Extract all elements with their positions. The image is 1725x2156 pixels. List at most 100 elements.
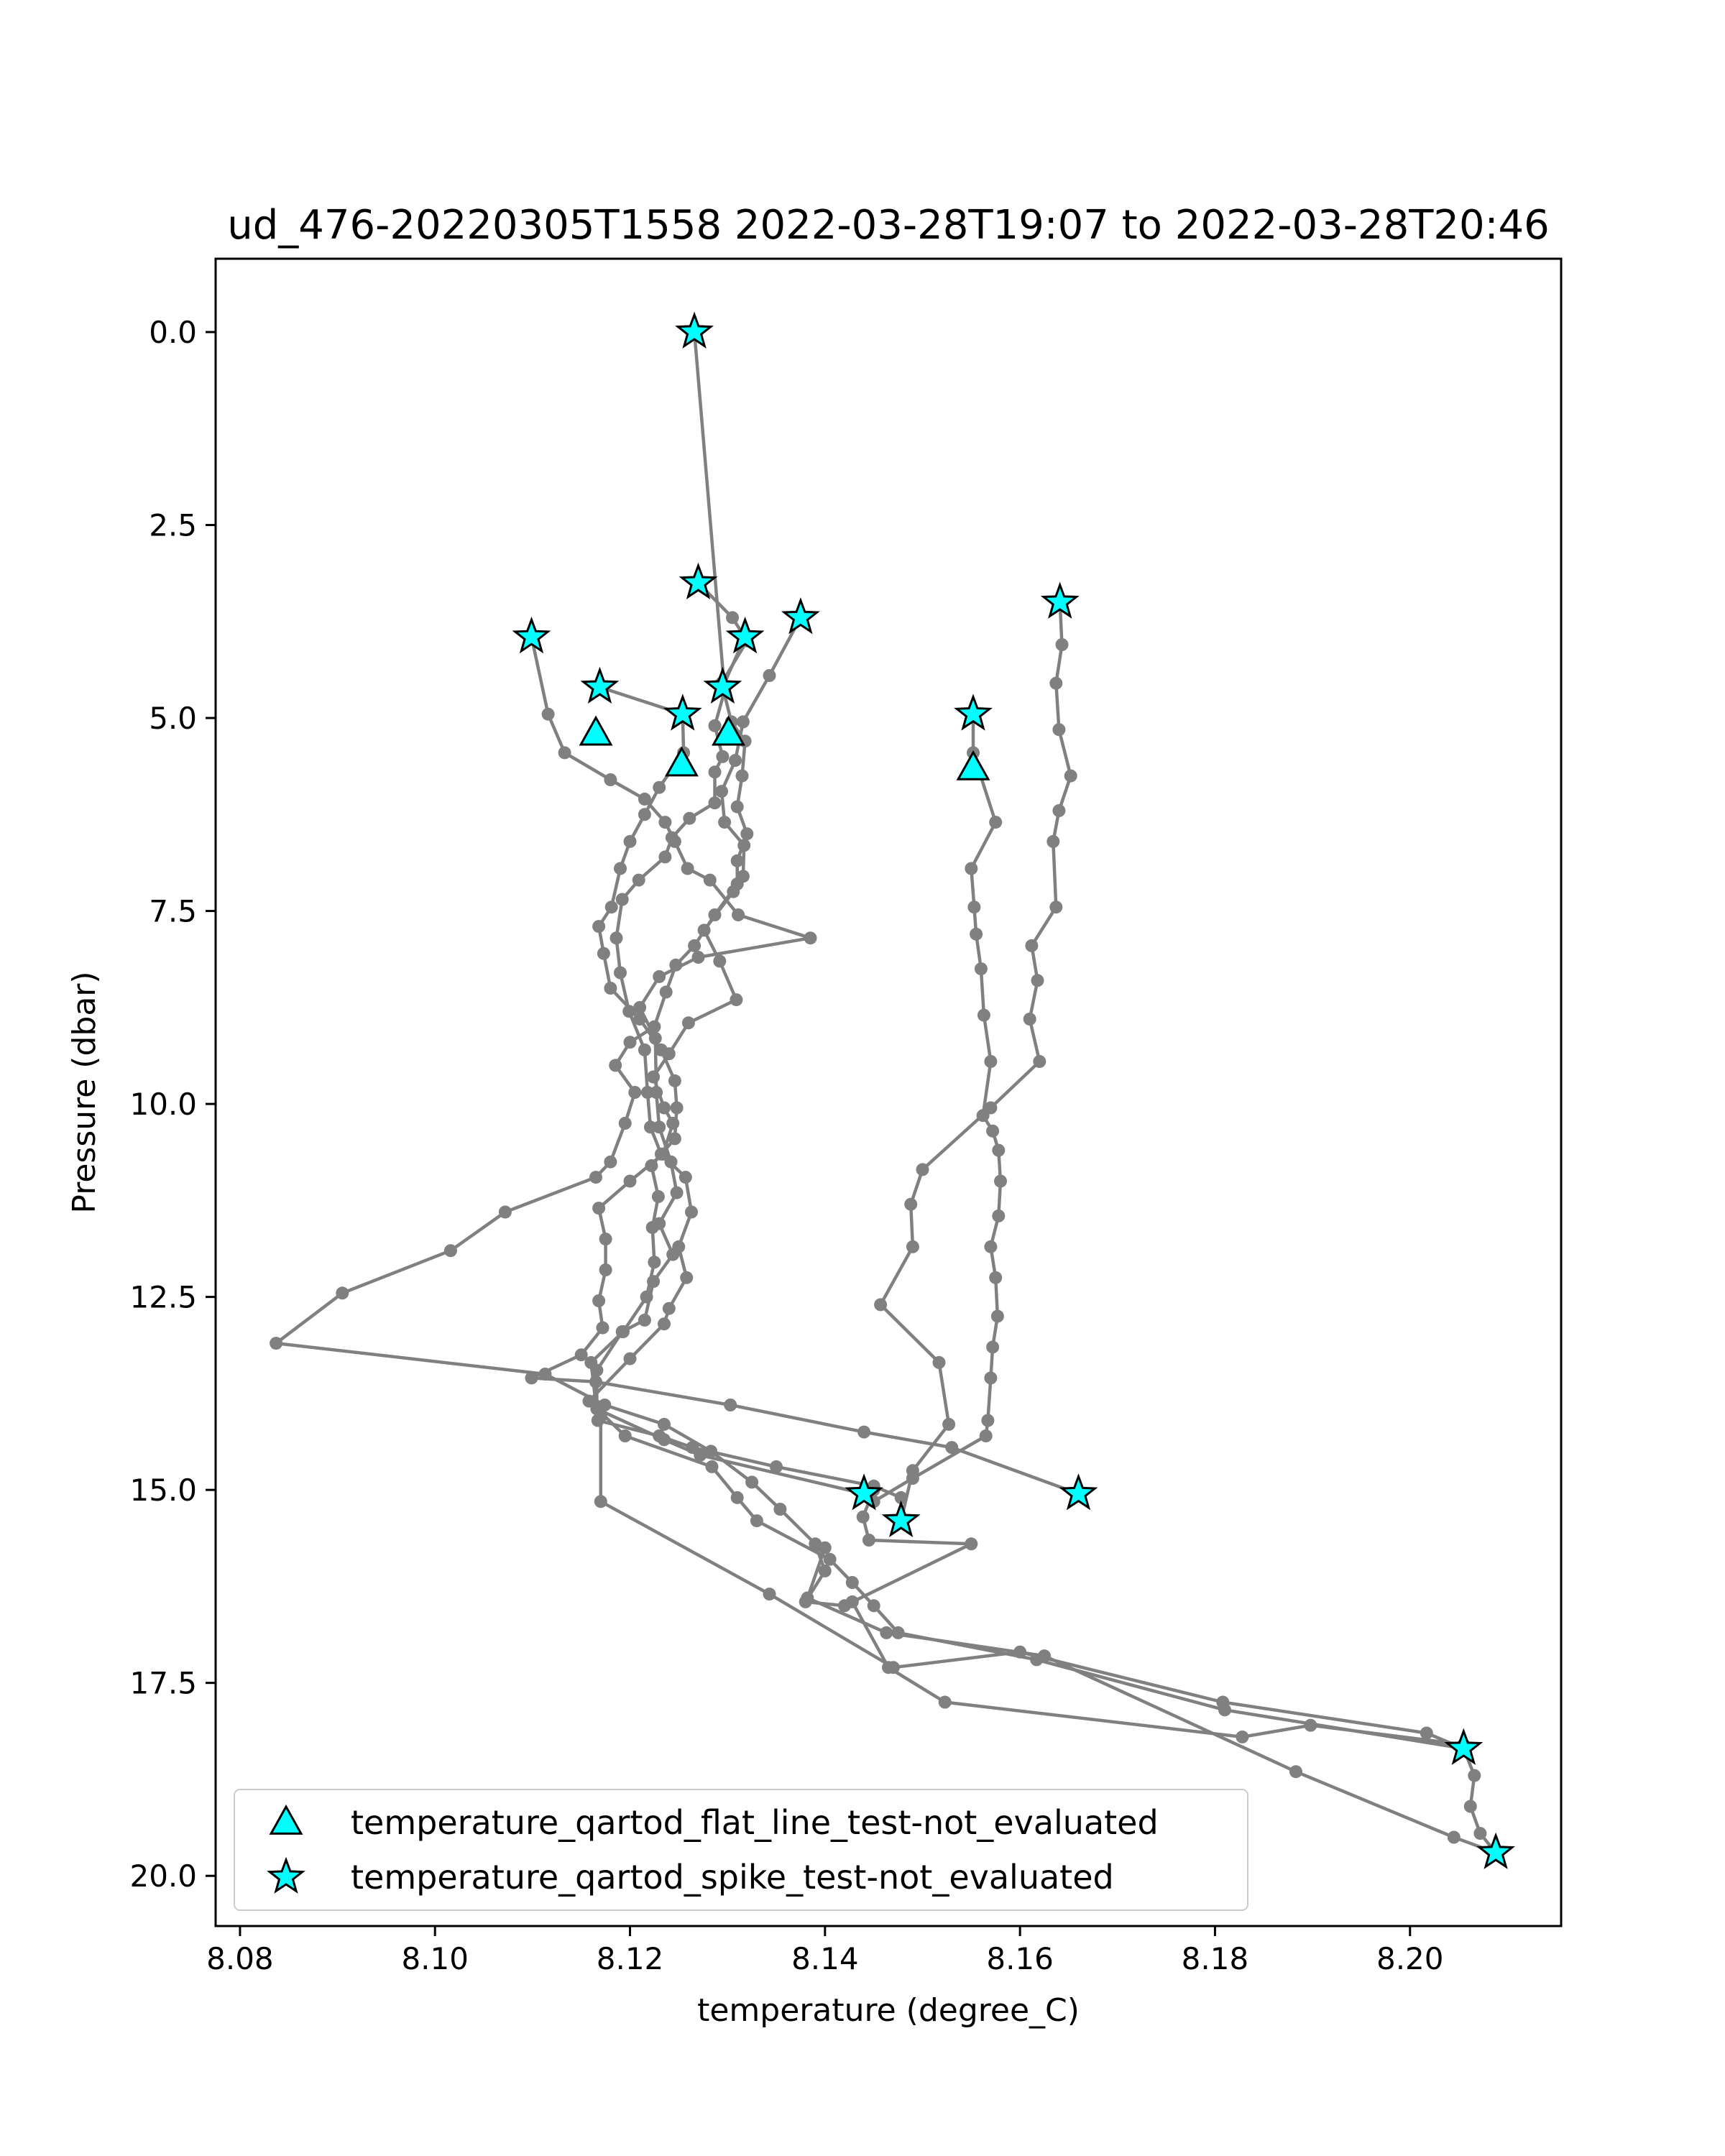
profile-point <box>984 1055 998 1068</box>
profile-point <box>678 1171 692 1184</box>
profile-point <box>651 1190 665 1203</box>
x-tick-label: 8.16 <box>986 1941 1054 1976</box>
profile-point <box>666 1248 680 1261</box>
profile-point <box>708 908 722 921</box>
spike-marker <box>663 694 702 731</box>
profile-point <box>1052 723 1066 737</box>
y-tick-label: 15.0 <box>129 1473 197 1508</box>
y-axis-ticks: 0.0 2.5 5.0 7.5 10.0 12.5 15.0 17.5 20.0 <box>129 315 216 1894</box>
profile-point <box>708 719 722 732</box>
profile-point <box>730 854 744 867</box>
legend-entries: temperature_qartod_flat_line_test-not_ev… <box>267 1803 1159 1897</box>
profile-point <box>970 927 983 941</box>
profile-point <box>867 1599 880 1613</box>
profile-point <box>984 1101 998 1115</box>
profile-point <box>633 1000 647 1014</box>
profile-point <box>592 1294 606 1307</box>
profile-point <box>713 954 727 968</box>
profile-point <box>994 1174 1007 1188</box>
x-axis-ticks: 8.08 8.10 8.12 8.14 8.16 8.18 8.20 <box>206 1926 1443 1976</box>
y-tick-label: 2.5 <box>149 508 197 543</box>
profile-point <box>729 754 742 768</box>
profile-point <box>986 1340 1000 1354</box>
profile-point <box>648 1020 661 1033</box>
profile-point <box>541 707 555 721</box>
profile-point <box>633 1013 647 1026</box>
spike-marker <box>954 694 993 731</box>
profile-point <box>1216 1695 1230 1709</box>
profile-point <box>773 1503 787 1516</box>
profile-point <box>938 1695 952 1709</box>
profile-point <box>770 1460 783 1473</box>
profile-point <box>745 1475 759 1489</box>
profile-point <box>623 1352 637 1365</box>
profile-point <box>882 1661 895 1674</box>
profile-point <box>809 1537 822 1551</box>
profile-point <box>1023 1013 1036 1026</box>
spike-marker <box>1444 1728 1484 1765</box>
profile-point <box>862 1534 875 1547</box>
profile-point <box>604 900 618 914</box>
profile-point <box>653 1429 666 1442</box>
spike-marker <box>580 666 620 704</box>
profile-point <box>647 1070 661 1084</box>
x-tick-label: 8.08 <box>206 1941 274 1976</box>
profile-point <box>680 1271 694 1284</box>
y-tick-label: 17.5 <box>129 1666 197 1701</box>
profile-point <box>845 1576 859 1589</box>
x-tick-label: 8.10 <box>401 1941 469 1976</box>
profile-point <box>1447 1830 1460 1844</box>
spike-marker <box>1040 581 1080 619</box>
spike-marker <box>703 666 742 704</box>
profile-point <box>891 1626 905 1639</box>
profile-point <box>1031 974 1044 987</box>
profile-point <box>685 1205 698 1219</box>
profile-point <box>647 1275 661 1289</box>
chart-title: ud_476-20220305T1558 2022-03-28T19:07 to… <box>227 202 1550 249</box>
profile-point <box>732 908 745 921</box>
profile-point <box>558 746 571 760</box>
profile-point <box>857 1425 871 1439</box>
profile-point <box>645 1159 658 1172</box>
profile-point <box>614 862 627 875</box>
profile-point <box>1025 939 1039 952</box>
y-tick-label: 0.0 <box>149 315 197 350</box>
x-axis-label: temperature (degree_C) <box>697 1992 1080 2029</box>
profile-point <box>1289 1765 1302 1779</box>
profile-point <box>662 1302 676 1315</box>
profile-point <box>818 1541 832 1554</box>
profile-point <box>726 611 739 625</box>
profile-point <box>632 873 645 887</box>
profile-point <box>1049 676 1063 690</box>
spike-marker <box>1476 1832 1516 1869</box>
profile-point <box>965 862 978 875</box>
profile-point <box>965 1537 978 1551</box>
plot-area-frame <box>214 257 1563 1927</box>
profile-point <box>984 1371 998 1385</box>
profile-point <box>623 1174 637 1188</box>
profile-point <box>648 1031 662 1045</box>
profile-point <box>668 834 681 848</box>
profile-point <box>736 715 750 729</box>
profile-point <box>659 985 673 999</box>
profile-point <box>977 1008 990 1022</box>
profile-point <box>730 993 743 1007</box>
legend-star-icon <box>267 1856 305 1894</box>
profile-point <box>599 1233 612 1246</box>
spike-marker <box>512 616 551 654</box>
profile-point <box>618 1117 632 1130</box>
x-tick-label: 8.12 <box>597 1941 664 1976</box>
profile-point <box>604 982 617 995</box>
profile-point <box>658 850 672 864</box>
profile-point <box>942 1417 956 1431</box>
profile-point <box>622 1005 636 1018</box>
profile-point <box>688 939 702 952</box>
profile-point <box>874 1298 888 1312</box>
x-tick-label: 8.18 <box>1182 1941 1249 1976</box>
profile-point <box>656 1147 670 1161</box>
profile-point <box>640 1290 653 1304</box>
profile-point <box>617 1325 630 1338</box>
profile-line-6 <box>696 581 749 685</box>
profile-point <box>653 1120 666 1134</box>
profile-point <box>984 1240 998 1253</box>
